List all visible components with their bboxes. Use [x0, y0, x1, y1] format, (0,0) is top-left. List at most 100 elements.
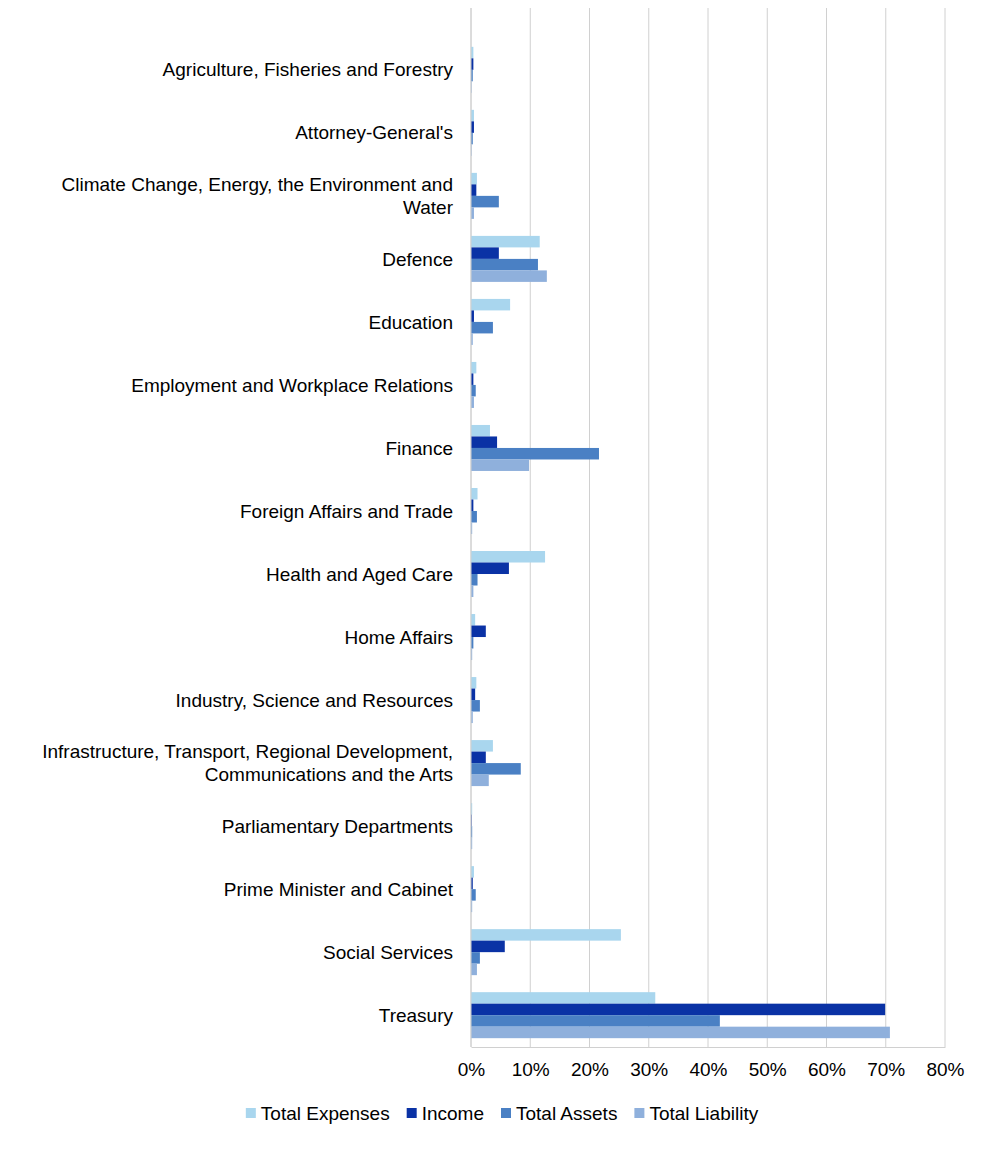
bar — [471, 362, 476, 374]
bar — [471, 614, 475, 626]
bar — [471, 488, 478, 500]
legend-item: Total Assets — [501, 1103, 617, 1124]
category-label: Home Affairs — [345, 627, 453, 648]
tick-label: 20% — [571, 1059, 609, 1080]
bar — [471, 952, 480, 964]
bar — [471, 436, 497, 448]
bar — [471, 964, 477, 976]
category-label: Industry, Science and Resources — [176, 690, 453, 711]
category-label: Social Services — [323, 942, 453, 963]
legend-label: Total Expenses — [261, 1103, 390, 1124]
legend-label: Total Assets — [516, 1103, 617, 1124]
bar — [471, 763, 521, 775]
bar — [471, 551, 545, 563]
tick-label: 30% — [630, 1059, 668, 1080]
legend-label: Total Liability — [649, 1103, 758, 1124]
legend-swatch — [501, 1108, 511, 1118]
bar — [471, 574, 478, 586]
grid-line — [530, 8, 531, 1047]
bar — [471, 1004, 885, 1016]
bar — [471, 889, 476, 901]
series-bars — [471, 58, 885, 1015]
legend-swatch — [246, 1108, 256, 1118]
bar — [471, 322, 493, 334]
grid — [471, 8, 945, 1047]
legend-item: Income — [407, 1103, 484, 1124]
category-label: Agriculture, Fisheries and Forestry — [163, 59, 454, 80]
category-label: Attorney-General's — [295, 122, 453, 143]
bar — [471, 626, 486, 638]
bar — [471, 448, 599, 460]
tick-label: 50% — [749, 1059, 787, 1080]
tick: 60% — [808, 1047, 846, 1080]
grid-line — [826, 8, 827, 1047]
bar — [471, 1015, 720, 1027]
grid-line — [885, 8, 886, 1047]
tick: 0% — [458, 1047, 486, 1080]
grid-line — [471, 8, 472, 1047]
bar — [471, 563, 509, 575]
bar — [471, 511, 477, 523]
bar — [471, 992, 655, 1004]
grid-line — [708, 8, 709, 1047]
bar — [471, 775, 489, 787]
tick: 50% — [749, 1047, 787, 1080]
bar — [471, 299, 510, 311]
bar — [471, 929, 621, 941]
bar — [471, 941, 505, 953]
tick: 20% — [571, 1047, 609, 1080]
bar — [471, 459, 529, 471]
tick: 10% — [512, 1047, 550, 1080]
series-bars — [471, 81, 890, 1038]
bar — [471, 247, 499, 259]
legend-item: Total Expenses — [246, 1103, 390, 1124]
bar — [471, 425, 490, 437]
tick-label: 10% — [512, 1059, 550, 1080]
bar — [471, 259, 538, 271]
legend: Total Expenses Income Total Assets Total Li… — [246, 1103, 759, 1124]
grid-line — [589, 8, 590, 1047]
bar — [471, 236, 540, 248]
tick-label: 40% — [689, 1059, 727, 1080]
category-label: Education — [368, 312, 453, 333]
category-label: Foreign Affairs and Trade — [240, 501, 453, 522]
series-bars — [471, 70, 720, 1027]
tick-label: 0% — [458, 1059, 486, 1080]
legend-label: Income — [422, 1103, 484, 1124]
grid-line — [767, 8, 768, 1047]
bar — [471, 740, 493, 752]
legend-item: Total Liability — [634, 1103, 758, 1124]
grid-line — [945, 8, 946, 1047]
tick-label: 70% — [867, 1059, 905, 1080]
category-label: Infrastructure, Transport, Regional Deve… — [42, 741, 453, 785]
category-label: Defence — [382, 249, 453, 270]
x-axis: 0%10%20%30%40%50%60%70%80% — [458, 1047, 965, 1080]
legend-swatch — [634, 1108, 644, 1118]
tick-label: 60% — [808, 1059, 846, 1080]
x-axis-line — [472, 1047, 946, 1048]
category-label: Treasury — [379, 1005, 454, 1026]
bar — [471, 700, 480, 712]
category-label: Finance — [385, 438, 453, 459]
bar — [471, 689, 475, 701]
bar — [471, 752, 486, 764]
bar — [471, 677, 476, 689]
y-axis-line — [471, 8, 472, 1047]
tick: 40% — [689, 1047, 727, 1080]
category-label: Climate Change, Energy, the Environment … — [62, 174, 454, 218]
bar — [471, 196, 499, 208]
category-label: Parliamentary Departments — [222, 816, 453, 837]
tick: 70% — [867, 1047, 905, 1080]
legend-swatch — [407, 1108, 417, 1118]
bar — [471, 184, 476, 196]
category-label: Health and Aged Care — [266, 564, 453, 585]
bar — [471, 270, 547, 282]
tick: 30% — [630, 1047, 668, 1080]
bar — [471, 385, 476, 397]
category-label: Employment and Workplace Relations — [131, 375, 453, 396]
series-bars — [471, 47, 655, 1004]
bar — [471, 1027, 890, 1039]
bars — [471, 47, 890, 1038]
chart: 0%10%20%30%40%50%60%70%80%Agriculture, F… — [0, 0, 990, 1162]
category-label: Prime Minister and Cabinet — [224, 879, 454, 900]
